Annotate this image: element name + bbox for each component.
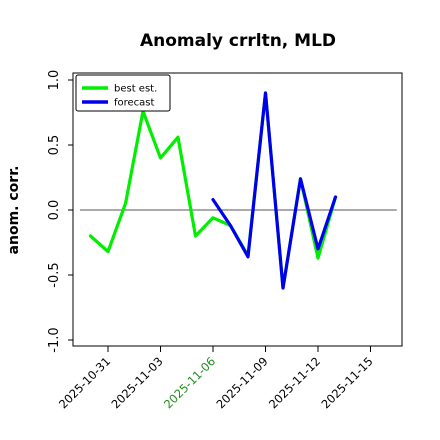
legend: best est. forecast [75,74,171,112]
legend-label-forecast: forecast [114,98,155,109]
y-tick-label: 1.0 [47,70,62,91]
x-tick-label: 2025-11-15 [318,354,375,411]
y-tick-label: -1.0 [47,327,62,352]
x-tick-label: 2025-11-12 [266,354,323,411]
y-tick-label: 0.5 [47,135,62,156]
chart-title: Anomaly crrltn, MLD [140,31,336,51]
y-tick-label: -0.5 [47,262,62,287]
x-tick-label: 2025-10-31 [56,354,113,411]
legend-label-best-est: best est. [114,84,157,95]
y-tick-label: 0.0 [47,200,62,221]
x-tick-label: 2025-11-06 [161,354,218,411]
series-line-forecast [211,91,338,290]
x-tick-label: 2025-11-03 [108,354,165,411]
x-tick-label: 2025-11-09 [213,354,270,411]
y-axis-label: anom. corr. [6,166,22,255]
